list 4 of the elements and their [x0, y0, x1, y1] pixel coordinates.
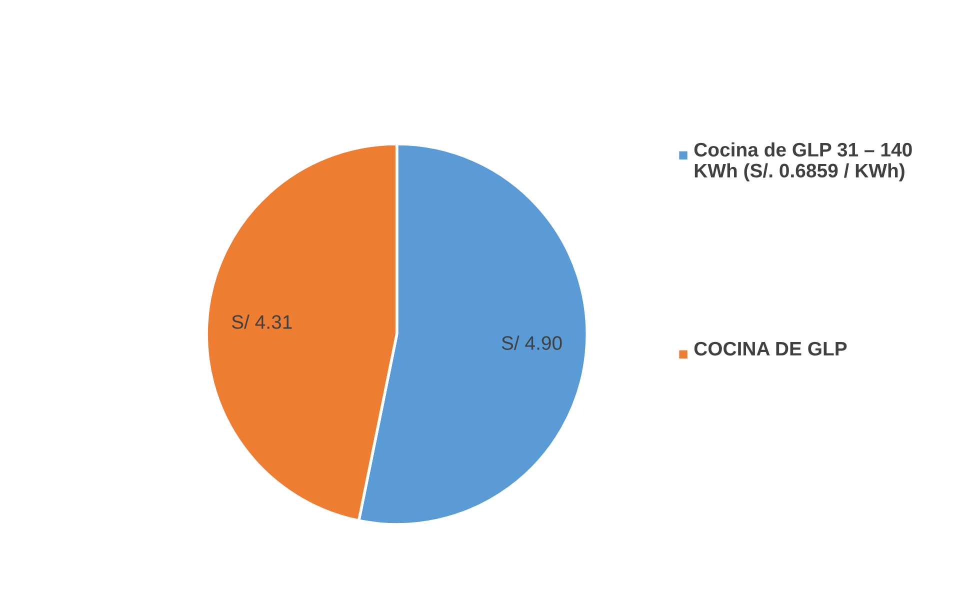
legend-label: Cocina de GLP 31 – 140 KWh (S/. 0.6859 / KWh) [694, 142, 912, 182]
data-label: S/ 4.90 [502, 336, 562, 350]
data-label: S/ 4.31 [232, 314, 292, 329]
legend-label: COCINA DE GLP [694, 342, 847, 356]
